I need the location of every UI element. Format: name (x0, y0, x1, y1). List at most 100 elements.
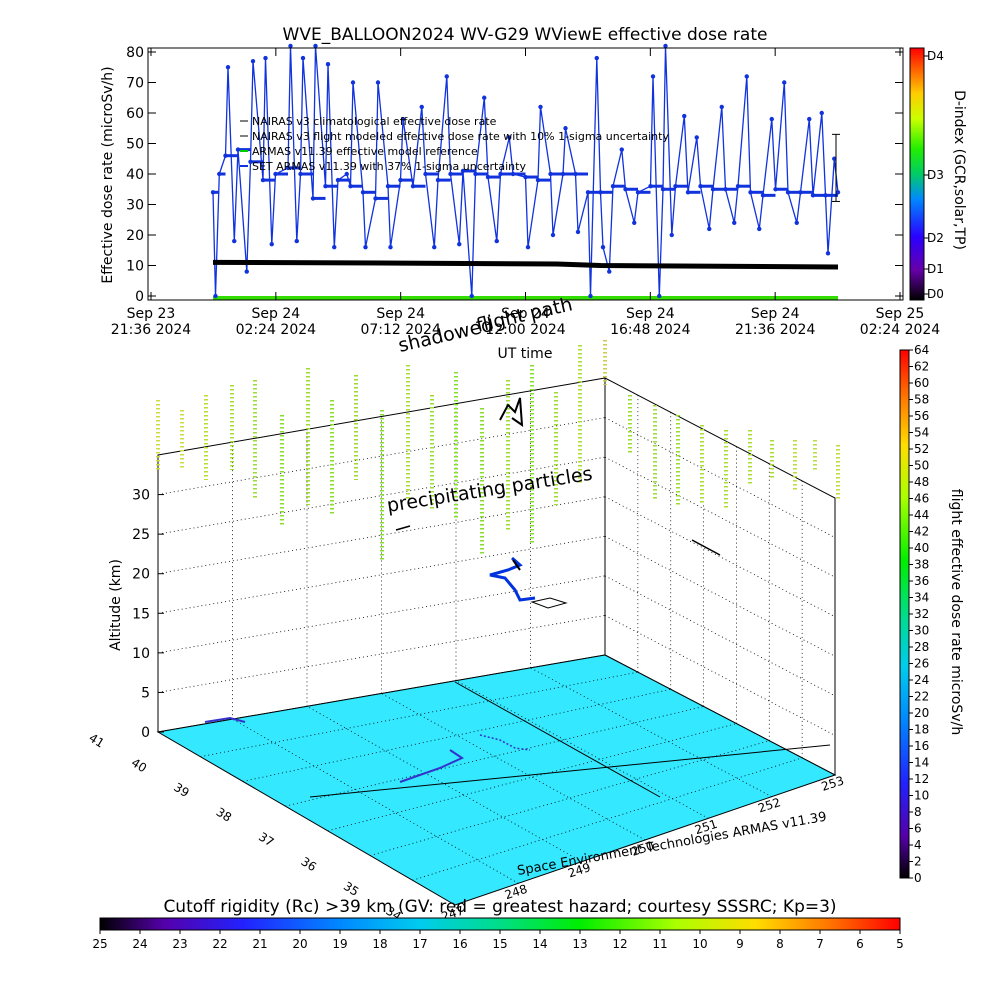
cutoff-colorbar-tick-label: 21 (252, 937, 267, 951)
dose-colorbar-tick-label: 56 (914, 409, 929, 423)
dose-colorbar-tick-label: 14 (914, 756, 929, 770)
armas-point (598, 190, 603, 195)
dose-colorbar-label: flight effective dose rate microSv/h (948, 489, 964, 735)
wall-grid-line (604, 535, 836, 657)
z-tick-label: 15 (132, 606, 150, 622)
lon-tick-label: 253 (820, 773, 846, 793)
d-index-tick-label: D3 (927, 168, 944, 182)
armas-point (650, 74, 656, 79)
cutoff-colorbar-tick-label: 19 (332, 937, 347, 951)
armas-point (263, 55, 268, 61)
armas-point (373, 196, 378, 201)
dose-colorbar-tick-label: 8 (914, 805, 922, 819)
armas-point (694, 135, 699, 140)
armas-point (710, 187, 716, 192)
flight-path-3d (691, 539, 721, 556)
dose-colorbar-tick-label: 12 (914, 772, 929, 786)
armas-point (794, 220, 799, 225)
dose-colorbar-tick-label: 64 (914, 343, 929, 357)
armas-point (273, 171, 278, 177)
armas-point (535, 177, 541, 183)
floor-grid-line (232, 718, 519, 884)
flight-path-projection (530, 597, 568, 609)
y-tick-label: 50 (126, 137, 144, 153)
armas-point (507, 135, 512, 140)
cutoff-colorbar-tick-label: 7 (816, 937, 824, 951)
ground-contour (204, 716, 246, 723)
x-tick-label: Sep 23 (127, 306, 176, 322)
dose-colorbar-tick-label: 44 (914, 508, 929, 522)
armas-point (757, 226, 762, 232)
y-tick-label: 70 (126, 76, 144, 92)
armas-point (657, 293, 662, 299)
armas-point (298, 171, 303, 177)
cutoff-colorbar-tick-label: 6 (856, 937, 864, 951)
z-axis-label: Altitude (km) (108, 559, 124, 651)
floor-grid-line (242, 688, 671, 782)
armas-point (260, 177, 266, 183)
armas-point (538, 104, 543, 110)
armas-point (723, 187, 728, 192)
armas-point (310, 196, 316, 201)
armas-point (682, 113, 687, 119)
dose-colorbar-tick-label: 0 (914, 871, 922, 885)
armas-point (760, 193, 766, 198)
armas-point (285, 165, 291, 171)
armas-point (235, 147, 241, 152)
armas-point (325, 61, 331, 67)
armas-point (669, 232, 674, 238)
y-tick-label: 0 (135, 289, 144, 305)
armas-point (485, 174, 491, 180)
armas-point (648, 184, 653, 189)
y-tick-label: 20 (126, 228, 144, 244)
dose-colorbar-tick-label: 50 (914, 459, 929, 473)
x-tick-label: Sep 24 (376, 306, 425, 322)
flight-path-3d (395, 525, 411, 531)
armas-point (623, 187, 628, 192)
x-tick-label: 12:00 2024 (485, 322, 566, 338)
cutoff-colorbar-tick-label: 5 (896, 937, 904, 951)
armas-point (388, 245, 393, 250)
lat-tick-label: 36 (299, 854, 319, 874)
armas-point (473, 171, 478, 177)
dose-colorbar-tick-label: 6 (914, 822, 922, 836)
armas-point (810, 193, 816, 198)
cutoff-colorbar-tick-label: 22 (212, 937, 227, 951)
legend-entry: NAIRAS v3 climatological effective dose … (252, 115, 497, 128)
flight-path-3d (512, 559, 521, 571)
armas-point (400, 116, 406, 122)
cutoff-colorbar-tick-label: 24 (132, 937, 147, 951)
dose-colorbar-tick-label: 22 (914, 690, 929, 704)
armas-point (375, 80, 381, 85)
armas-point (573, 171, 578, 177)
armas-point (835, 190, 841, 195)
legend-entry: NAIRAS v3 flight modeled effective dose … (252, 130, 669, 143)
armas-point (217, 171, 222, 177)
wall-grid-line (604, 615, 836, 736)
z-tick-label: 0 (141, 725, 150, 741)
z-tick-label: 10 (132, 646, 150, 662)
z-tick-label: 5 (141, 685, 150, 701)
armas-point (332, 245, 337, 250)
armas-point (807, 116, 812, 122)
armas-point (748, 190, 753, 195)
cutoff-colorbar-label: Cutoff rigidity (Rc) >39 km (GV: red = g… (163, 897, 836, 917)
armas-point (435, 177, 441, 183)
dose-colorbar-tick-label: 36 (914, 574, 929, 588)
chart-title: WVE_BALLOON2024 WV-G29 WViewE effective … (283, 25, 768, 45)
precipitating-particle-columns (156, 340, 840, 560)
dose-colorbar-tick-label: 54 (914, 426, 929, 440)
x-tick-label: Sep 24 (501, 306, 550, 322)
armas-point (232, 238, 237, 244)
cutoff-colorbar-tick-label: 16 (452, 937, 467, 951)
armas-point (363, 245, 368, 250)
cutoff-colorbar-tick-label: 25 (92, 937, 107, 951)
armas-point (819, 110, 824, 116)
dose-colorbar-tick-label: 26 (914, 657, 929, 671)
cutoff-colorbar-tick-label: 13 (572, 937, 587, 951)
dose-colorbar (899, 349, 910, 879)
x-tick-label: 02:24 2024 (860, 322, 941, 338)
legend-entry: SET ARMAS v11.39 with 37% 1-sigma uncert… (252, 160, 526, 173)
cutoff-colorbar (99, 917, 901, 931)
